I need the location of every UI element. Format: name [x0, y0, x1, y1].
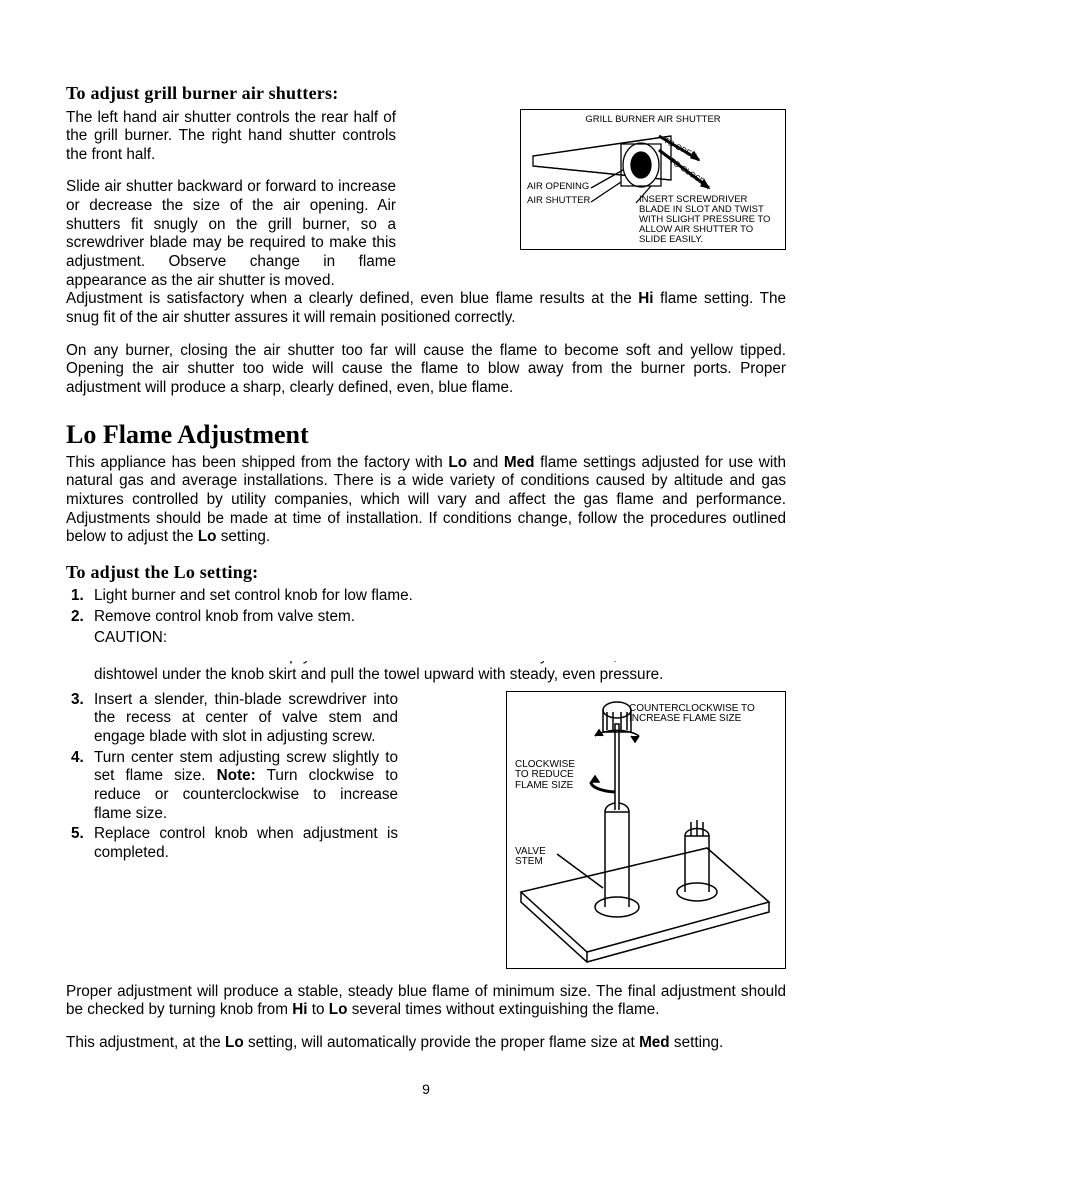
text: Adjustment is satisfactory when a clearl… [66, 290, 638, 307]
fig1-air-shutter-label: AIR SHUTTER [527, 196, 590, 206]
para-shutter-4: On any burner, closing the air shutter t… [66, 342, 786, 398]
para-closing-1: Proper adjustment will produce a stable,… [66, 983, 786, 1020]
caution-text: Never use a metal blade to pry knob off.… [94, 661, 786, 684]
med-label: Med [639, 1034, 670, 1051]
text: This appliance has been shipped from the… [66, 454, 448, 471]
lo-label: Lo [225, 1034, 244, 1051]
lo-label: Lo [329, 1001, 348, 1018]
para-shutter-3: Adjustment is satisfactory when a clearl… [66, 290, 786, 327]
para-closing-2: This adjustment, at the Lo setting, will… [66, 1034, 786, 1053]
text: setting. [217, 528, 271, 545]
section-heading-adjust-lo: To adjust the Lo setting: [66, 561, 786, 584]
text: setting. [670, 1034, 724, 1051]
step-3: Insert a slender, thin-blade screwdriver… [88, 691, 398, 747]
fig2-cw-label: CLOCKWISE TO REDUCE FLAME SIZE [515, 760, 585, 792]
note-label: Note: [217, 767, 256, 784]
fig1-air-opening-label: AIR OPENING [527, 182, 589, 192]
step-4: Turn center stem adjusting screw slightl… [88, 749, 398, 824]
fig2-valve-stem-label: VALVE STEM [515, 847, 565, 868]
hi-label: Hi [292, 1001, 307, 1018]
adjust-steps-list: Light burner and set control knob for lo… [66, 587, 786, 647]
text: to [308, 1001, 329, 1018]
fig2-ccw-label: COUNTERCLOCKWISE TO INCREASE FLAME SIZE [629, 704, 759, 725]
step-1: Light burner and set control knob for lo… [88, 587, 786, 606]
lo-label: Lo [448, 454, 467, 471]
step-5: Replace control knob when adjustment is … [88, 825, 398, 862]
text: and [467, 454, 504, 471]
section-heading-shutters: To adjust grill burner air shutters: [66, 82, 786, 105]
fig1-note: INSERT SCREWDRIVER BLADE IN SLOT AND TWI… [639, 195, 779, 245]
lo-label: Lo [198, 528, 217, 545]
caution-label: CAUTION: [94, 629, 786, 648]
section-heading-lo-flame: Lo Flame Adjustment [66, 420, 786, 450]
hi-label: Hi [638, 290, 653, 307]
text: setting, will automatically provide the … [244, 1034, 639, 1051]
para-lo-1: This appliance has been shipped from the… [66, 454, 786, 547]
para-shutter-2: Slide air shutter backward or forward to… [66, 178, 396, 290]
figure-air-shutter: GRILL BURNER AIR SHUTTER [520, 109, 786, 250]
text: This adjustment, at the [66, 1034, 225, 1051]
text: several times without extinguishing the … [347, 1001, 659, 1018]
med-label: Med [504, 454, 535, 471]
figure-valve-stem: COUNTERCLOCKWISE TO INCREASE FLAME SIZE … [506, 691, 786, 969]
page-number: 9 [66, 1081, 786, 1097]
para-shutter-1: The left hand air shutter controls the r… [66, 109, 396, 165]
text: Remove control knob from valve stem. [94, 608, 355, 625]
step-2: Remove control knob from valve stem. CAU… [88, 608, 786, 647]
fig1-close-label: TO CLOSE [668, 156, 706, 186]
